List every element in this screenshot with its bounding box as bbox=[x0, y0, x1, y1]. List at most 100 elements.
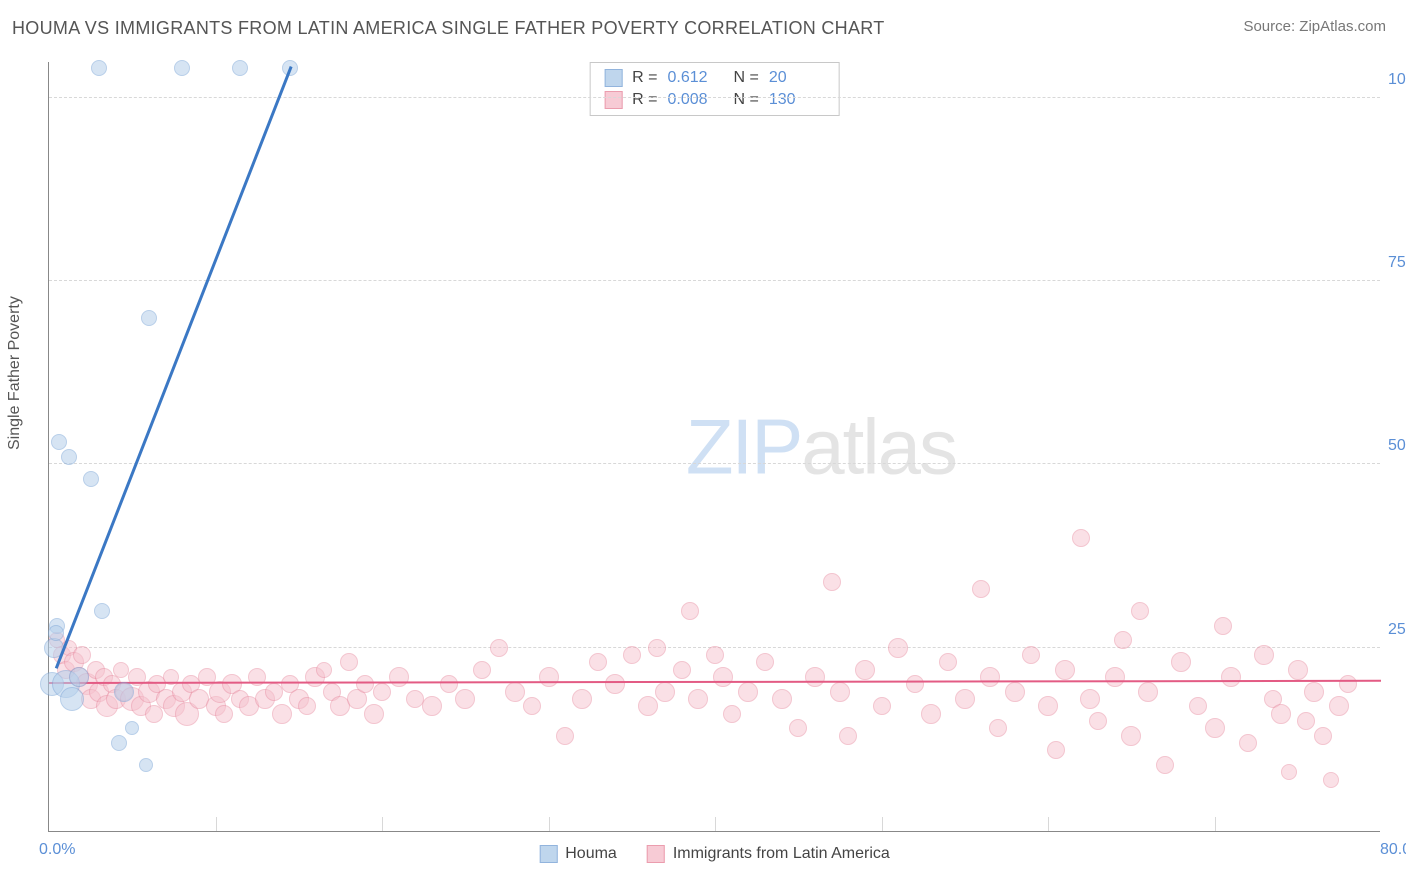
immigrants-point bbox=[523, 697, 541, 715]
houma-point bbox=[69, 667, 89, 687]
immigrants-point bbox=[490, 639, 508, 657]
immigrants-point bbox=[1297, 712, 1315, 730]
immigrants-point bbox=[473, 661, 491, 679]
immigrants-point bbox=[1323, 772, 1339, 788]
immigrants-point bbox=[1105, 667, 1125, 687]
swatch-immigrants-icon bbox=[647, 845, 665, 863]
immigrants-point bbox=[1005, 682, 1025, 702]
immigrants-point bbox=[1304, 682, 1324, 702]
n-label: N = bbox=[734, 91, 759, 109]
immigrants-point bbox=[723, 705, 741, 723]
immigrants-point bbox=[1288, 660, 1308, 680]
immigrants-point bbox=[373, 683, 391, 701]
stats-row-immigrants: R = 0.008 N = 130 bbox=[604, 89, 825, 111]
immigrants-point bbox=[1221, 667, 1241, 687]
immigrants-point bbox=[73, 646, 91, 664]
houma-point bbox=[51, 434, 67, 450]
immigrants-point bbox=[738, 682, 758, 702]
houma-point bbox=[94, 603, 110, 619]
immigrants-point bbox=[972, 580, 990, 598]
immigrants-point bbox=[681, 602, 699, 620]
immigrants-point bbox=[364, 704, 384, 724]
immigrants-point bbox=[589, 653, 607, 671]
immigrants-point bbox=[756, 653, 774, 671]
immigrants-point bbox=[113, 662, 129, 678]
legend-item-houma: Houma bbox=[539, 845, 617, 863]
chart-container: HOUMA VS IMMIGRANTS FROM LATIN AMERICA S… bbox=[0, 0, 1406, 892]
houma-point bbox=[91, 60, 107, 76]
y-tick-label: 25.0% bbox=[1388, 621, 1406, 639]
legend-item-immigrants: Immigrants from Latin America bbox=[647, 845, 890, 863]
immigrants-point bbox=[989, 719, 1007, 737]
immigrants-point bbox=[1339, 675, 1357, 693]
immigrants-point bbox=[1205, 718, 1225, 738]
immigrants-point bbox=[265, 683, 283, 701]
chart-title: HOUMA VS IMMIGRANTS FROM LATIN AMERICA S… bbox=[12, 18, 885, 39]
immigrants-point bbox=[873, 697, 891, 715]
grid-line-h bbox=[49, 463, 1380, 464]
immigrants-point bbox=[906, 675, 924, 693]
immigrants-point bbox=[1022, 646, 1040, 664]
r-value-immigrants: 0.008 bbox=[668, 91, 724, 109]
x-tick-origin: 0.0% bbox=[39, 841, 75, 859]
immigrants-point bbox=[706, 646, 724, 664]
immigrants-point bbox=[1171, 652, 1191, 672]
legend-label-houma: Houma bbox=[565, 845, 617, 863]
immigrants-point bbox=[1055, 660, 1075, 680]
grid-line-v bbox=[382, 817, 383, 831]
watermark-atlas: atlas bbox=[801, 402, 956, 490]
immigrants-point bbox=[298, 697, 316, 715]
houma-point bbox=[141, 310, 157, 326]
immigrants-point bbox=[955, 689, 975, 709]
immigrants-point bbox=[440, 675, 458, 693]
swatch-houma-icon bbox=[539, 845, 557, 863]
immigrants-point bbox=[1131, 602, 1149, 620]
immigrants-point bbox=[823, 573, 841, 591]
immigrants-point bbox=[673, 661, 691, 679]
x-tick-end: 80.0% bbox=[1380, 841, 1406, 859]
immigrants-point bbox=[830, 682, 850, 702]
houma-point bbox=[114, 682, 134, 702]
immigrants-point bbox=[1329, 696, 1349, 716]
houma-point bbox=[232, 60, 248, 76]
immigrants-point bbox=[1254, 645, 1274, 665]
immigrants-point bbox=[888, 638, 908, 658]
stats-legend: R = 0.612 N = 20 R = 0.008 N = 130 bbox=[589, 62, 840, 116]
houma-point bbox=[48, 625, 64, 641]
immigrants-point bbox=[1281, 764, 1297, 780]
immigrants-point bbox=[1189, 697, 1207, 715]
immigrants-point bbox=[1038, 696, 1058, 716]
watermark-zip: ZIP bbox=[686, 402, 801, 490]
swatch-immigrants bbox=[604, 91, 622, 109]
immigrants-point bbox=[272, 704, 292, 724]
series-legend: Houma Immigrants from Latin America bbox=[539, 845, 890, 863]
immigrants-point bbox=[422, 696, 442, 716]
houma-point bbox=[83, 471, 99, 487]
houma-point bbox=[60, 687, 84, 711]
houma-point bbox=[111, 735, 127, 751]
y-tick-label: 50.0% bbox=[1388, 437, 1406, 455]
grid-line-v bbox=[715, 817, 716, 831]
immigrants-point bbox=[1121, 726, 1141, 746]
y-axis-label: Single Father Poverty bbox=[6, 296, 24, 450]
houma-trendline bbox=[54, 67, 291, 669]
immigrants-point bbox=[713, 667, 733, 687]
r-label: R = bbox=[632, 69, 657, 87]
immigrants-point bbox=[1072, 529, 1090, 547]
immigrants-point bbox=[356, 675, 374, 693]
immigrants-point bbox=[389, 667, 409, 687]
n-value-houma: 20 bbox=[769, 69, 825, 87]
houma-point bbox=[174, 60, 190, 76]
houma-point bbox=[61, 449, 77, 465]
stats-row-houma: R = 0.612 N = 20 bbox=[604, 67, 825, 89]
immigrants-point bbox=[939, 653, 957, 671]
y-tick-label: 100.0% bbox=[1388, 71, 1406, 89]
immigrants-point bbox=[1314, 727, 1332, 745]
watermark: ZIPatlas bbox=[686, 401, 956, 492]
grid-line-v bbox=[1215, 817, 1216, 831]
immigrants-point bbox=[1089, 712, 1107, 730]
source-attribution: Source: ZipAtlas.com bbox=[1243, 18, 1386, 35]
immigrants-point bbox=[1239, 734, 1257, 752]
immigrants-point bbox=[655, 682, 675, 702]
houma-point bbox=[125, 721, 139, 735]
